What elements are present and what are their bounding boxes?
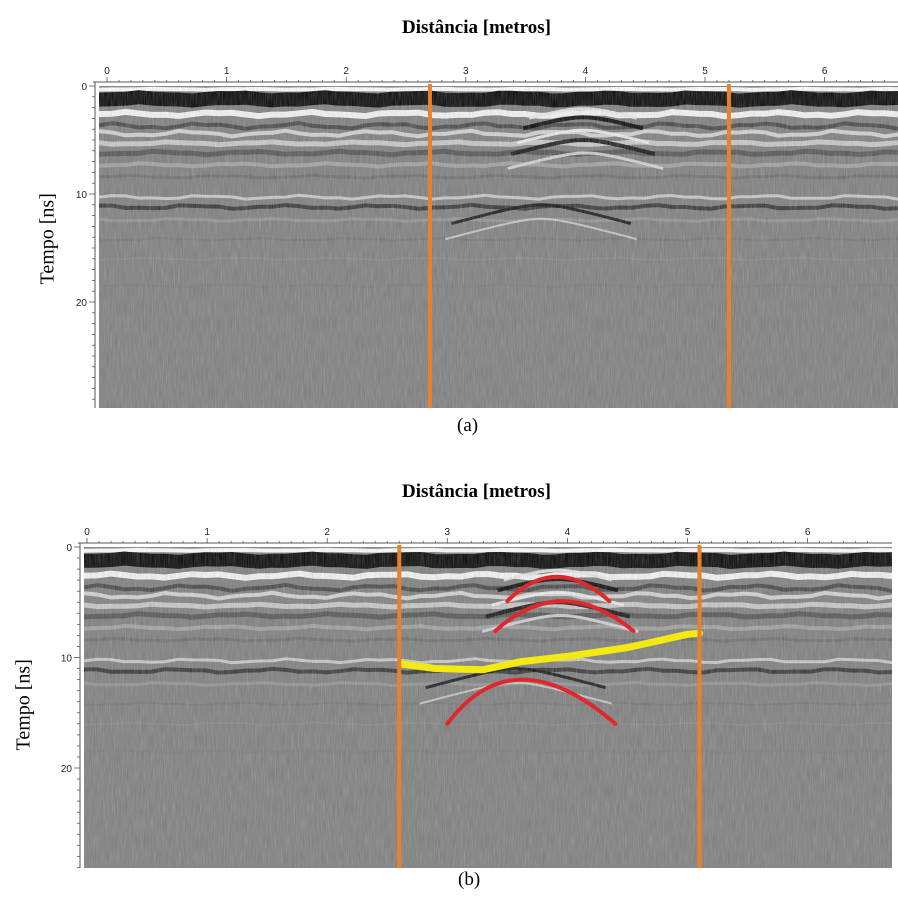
x-tick-label: 1 [204, 527, 210, 538]
y-tick-label: 0 [66, 543, 72, 554]
y-tick-label: 20 [61, 764, 73, 775]
radargram-b: 0 1 2 3 4 5 6 0 10 20 [61, 527, 892, 868]
radargram-image [99, 86, 898, 408]
x-tick-label: 5 [685, 527, 691, 538]
hyperbola-annotation [493, 599, 636, 633]
y-tick-label: 10 [61, 654, 73, 665]
x-tick-label: 3 [463, 66, 469, 77]
x-tick-label: 6 [805, 527, 811, 538]
radargram-image [84, 547, 892, 868]
x-tick-label: 6 [822, 66, 828, 77]
x-tick-label: 4 [565, 527, 571, 538]
y-tick-label: 0 [81, 82, 87, 93]
x-tick-label: 3 [445, 527, 451, 538]
x-tick-label: 2 [324, 527, 330, 538]
interface-line [398, 629, 703, 674]
panel-a-caption: (a) [457, 415, 479, 436]
panel-b-title: Distância [metros] [402, 481, 551, 502]
x-tick-label: 4 [583, 66, 589, 77]
y-tick-label: 20 [76, 298, 88, 309]
panel-a-title: Distância [metros] [402, 17, 551, 38]
hyperbola-annotation [505, 574, 612, 604]
x-tick-label: 1 [224, 66, 230, 77]
x-tick-label: 0 [104, 66, 110, 77]
panel-b-caption: (b) [458, 869, 481, 890]
x-tick-label: 0 [84, 527, 90, 538]
noise-texture [84, 547, 892, 868]
x-tick-label: 2 [343, 66, 349, 77]
x-tick-label: 5 [702, 66, 708, 77]
hyperbola-annotation [445, 677, 618, 726]
noise-texture [99, 86, 898, 408]
radargram-a: 0 1 2 3 4 5 6 0 10 20 [76, 66, 898, 408]
y-tick-label: 10 [76, 190, 88, 201]
